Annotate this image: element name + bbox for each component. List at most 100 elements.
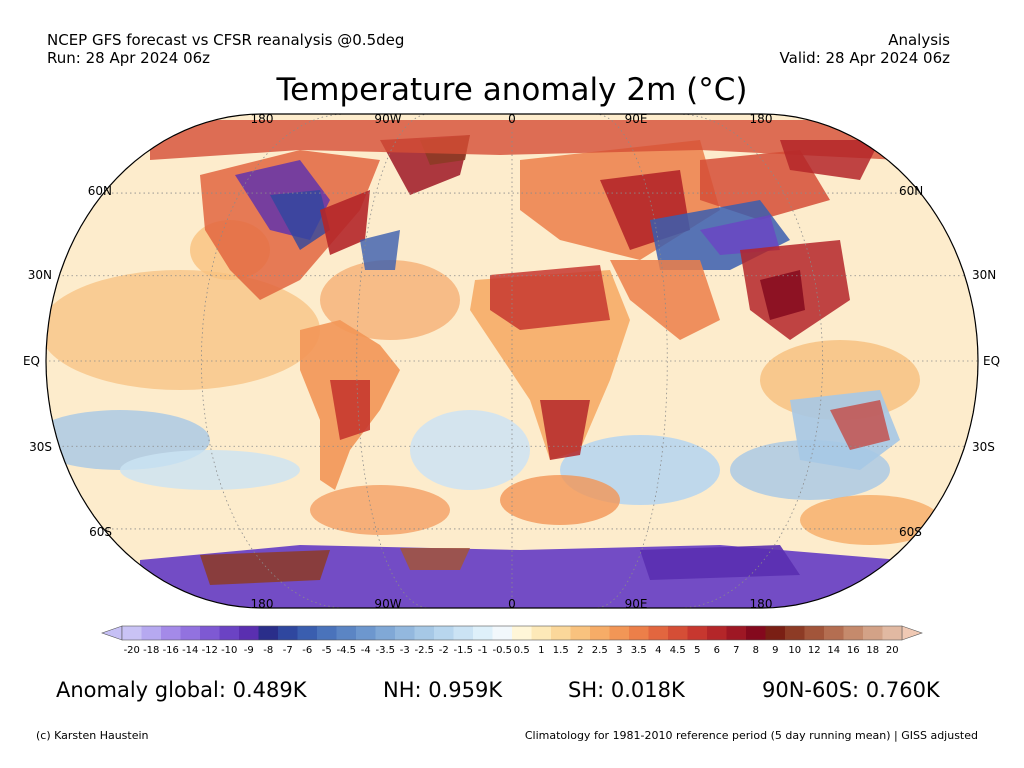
lon-label-bottom-90e: 90E	[624, 597, 648, 611]
colorbar-cell	[863, 626, 883, 640]
colorbar-cell	[629, 626, 649, 640]
colorbar-tick-label: -3.5	[375, 645, 395, 656]
colorbar-tick-label: -6	[302, 645, 312, 656]
colorbar-tick-label: -12	[202, 645, 218, 656]
colorbar-tick-label: 2.5	[592, 645, 608, 656]
colorbar-cell	[492, 626, 513, 640]
colorbar-tick-label: 20	[886, 645, 899, 656]
colorbar-cell	[278, 626, 298, 640]
colorbar-cell	[453, 626, 474, 640]
colorbar-cell	[882, 626, 903, 640]
colorbar-cell	[746, 626, 766, 640]
colorbar-tick-label: -14	[182, 645, 198, 656]
colorbar-tick-label: 7	[733, 645, 739, 656]
colorbar-cell	[804, 626, 825, 640]
colorbar-cell	[141, 626, 162, 640]
lat-label-right-60n: 60N	[899, 184, 924, 198]
stat-global: Anomaly global: 0.489K	[56, 678, 307, 702]
lat-label-left-30n: 30N	[27, 268, 52, 282]
colorbar-tick-label: 0.5	[514, 645, 530, 656]
climatology-note: Climatology for 1981-2010 reference peri…	[524, 729, 978, 742]
colorbar-tick-label: -4.5	[336, 645, 356, 656]
colorbar-cell	[395, 626, 415, 640]
valid-time: Valid: 28 Apr 2024 06z	[779, 49, 950, 67]
lat-label-left-60n: 60N	[87, 184, 112, 198]
lon-label-bottom-180e: 180	[749, 597, 773, 611]
colorbar-tick-label: -1	[478, 645, 488, 656]
colorbar-tick-label: -4	[361, 645, 371, 656]
colorbar-cell	[590, 626, 610, 640]
analysis-label: Analysis	[888, 31, 950, 49]
lon-label-top-90w: 90W	[374, 112, 402, 126]
colorbar-cell	[219, 626, 240, 640]
colorbar-tick-label: -8	[263, 645, 273, 656]
colorbar-tick-label: 14	[827, 645, 840, 656]
colorbar-tick-label: 18	[866, 645, 879, 656]
colorbar-cell	[687, 626, 708, 640]
colorbar-cell	[707, 626, 727, 640]
colorbar-tick-label: -2	[439, 645, 449, 656]
colorbar-tick-label: -5	[322, 645, 332, 656]
colorbar-cell	[609, 626, 630, 640]
lat-label-right-30n: 30N	[972, 268, 997, 282]
colorbar-tick-label: 3.5	[631, 645, 647, 656]
colorbar-cell	[551, 626, 571, 640]
colorbar-cell	[668, 626, 688, 640]
colorbar-cell	[473, 626, 493, 640]
lon-label-top-0: 0	[508, 112, 516, 126]
anomaly-field	[46, 120, 940, 608]
colorbar-tick-label: 3	[616, 645, 622, 656]
run-time: Run: 28 Apr 2024 06z	[47, 49, 211, 67]
colorbar-tick-label: -1.5	[453, 645, 473, 656]
colorbar-cell	[531, 626, 552, 640]
colorbar-tick-label: -18	[143, 645, 159, 656]
lon-label-bottom-180w: 180	[250, 597, 274, 611]
colorbar-tick-label: -0.5	[492, 645, 512, 656]
colorbar-tick-label: 1.5	[553, 645, 569, 656]
colorbar-frame	[121, 625, 903, 641]
colorbar-cell	[765, 626, 786, 640]
colorbar-tick-label: 1	[538, 645, 544, 656]
colorbar-cell	[356, 626, 376, 640]
colorbar-tick-label: 16	[847, 645, 860, 656]
colorbar-cell	[785, 626, 805, 640]
colorbar-cell	[570, 626, 591, 640]
lon-label-bottom-0: 0	[508, 597, 516, 611]
lat-label-left-30s: 30S	[29, 440, 52, 454]
credit: (c) Karsten Haustein	[36, 729, 149, 742]
colorbar-cell	[161, 626, 181, 640]
colorbar-tick-label: 2	[577, 645, 583, 656]
longitude-line	[678, 114, 824, 608]
lat-label-left-eq: EQ	[22, 354, 40, 368]
colorbar-cell	[512, 626, 532, 640]
colorbar-cell	[648, 626, 669, 640]
colorbar-tick-label: 4	[655, 645, 661, 656]
colorbar-tick-label: 6	[714, 645, 720, 656]
colorbar-cell	[239, 626, 259, 640]
longitude-line	[200, 114, 346, 608]
colorbar-cell	[200, 626, 220, 640]
colorbar-tick-label: -16	[163, 645, 179, 656]
colorbar-cell	[336, 626, 357, 640]
colorbar-tick-label: 10	[788, 645, 801, 656]
stat-90n-60s: 90N-60S: 0.760K	[762, 678, 940, 702]
colorbar-cell	[122, 626, 142, 640]
colorbar-cell	[317, 626, 337, 640]
lon-label-bottom-90w: 90W	[374, 597, 402, 611]
map-title: Temperature anomaly 2m (°C)	[276, 72, 748, 108]
colorbar-tick-label: -10	[221, 645, 237, 656]
colorbar-tick-label: -20	[124, 645, 140, 656]
colorbar-tick-label: 8	[753, 645, 759, 656]
map-outline	[45, 113, 979, 609]
colorbar-cell	[375, 626, 396, 640]
colorbar-cell	[726, 626, 747, 640]
lon-label-top-180w: 180	[250, 112, 274, 126]
stat-sh: SH: 0.018K	[568, 678, 685, 702]
colorbar-tick-label: -3	[400, 645, 410, 656]
lat-label-right-30s: 30S	[972, 440, 995, 454]
colorbar-tick-label: -9	[244, 645, 254, 656]
colorbar-cell	[434, 626, 454, 640]
lon-label-top-180e: 180	[749, 112, 773, 126]
model-description: NCEP GFS forecast vs CFSR reanalysis @0.…	[47, 31, 405, 49]
